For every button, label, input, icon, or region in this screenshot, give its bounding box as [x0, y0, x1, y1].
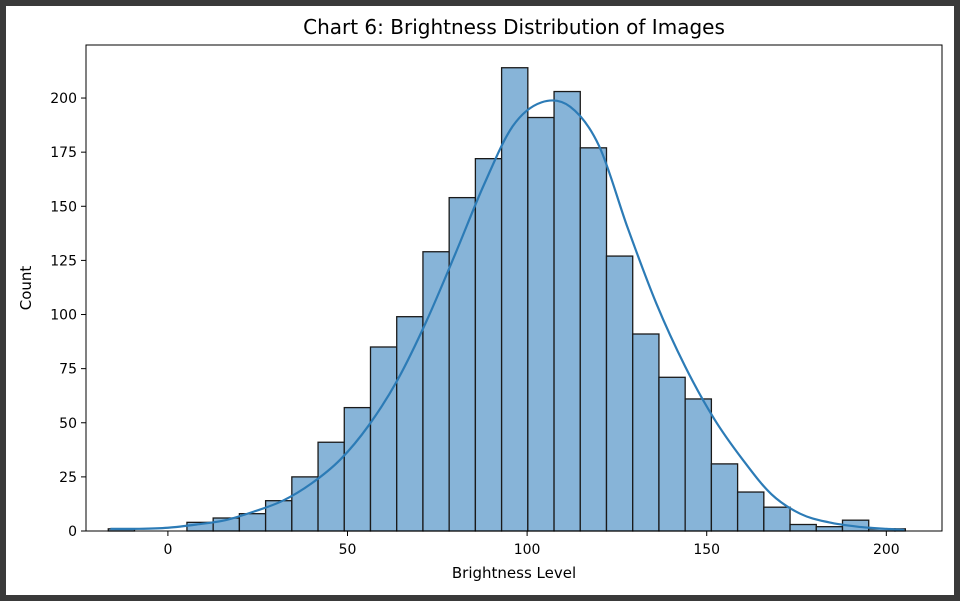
y-axis-ticks: 0 25 50 75 100 125 150 175 200: [50, 91, 86, 540]
y-tick-label: 0: [68, 524, 77, 540]
histogram-bar: [632, 333, 660, 532]
y-tick-label: 100: [50, 308, 77, 324]
x-tick-label: 0: [163, 542, 172, 558]
histogram-bar: [579, 147, 608, 532]
x-tick-label: 200: [873, 542, 900, 558]
histogram-bar: [763, 506, 791, 532]
histogram-bar: [527, 116, 555, 532]
kde-curve: [110, 99, 905, 532]
y-tick-label: 75: [59, 362, 77, 378]
histogram-bar: [238, 513, 267, 532]
histogram-bar: [396, 316, 424, 532]
histogram-bar: [710, 463, 739, 532]
y-axis-label: Count: [17, 266, 35, 311]
histogram-bar: [317, 441, 345, 532]
histogram-bar: [658, 376, 686, 532]
x-tick-label: 50: [339, 542, 357, 558]
histogram-bar: [474, 158, 503, 532]
y-tick-label: 125: [50, 253, 77, 269]
histogram-bar: [343, 406, 372, 532]
y-tick-label: 150: [50, 199, 77, 215]
x-axis-ticks: 0 50 100 150 200: [163, 531, 900, 558]
histogram-bar: [448, 196, 477, 532]
y-tick-label: 25: [59, 470, 77, 486]
y-tick-label: 175: [50, 145, 77, 161]
histogram-bar: [736, 491, 765, 532]
chart-title: Chart 6: Brightness Distribution of Imag…: [303, 15, 725, 39]
y-tick-label: 50: [59, 416, 77, 432]
x-tick-label: 100: [514, 542, 541, 558]
histogram-bar: [553, 90, 581, 532]
histogram-bar: [789, 523, 817, 532]
x-tick-label: 150: [693, 542, 720, 558]
histogram-bar: [815, 526, 844, 532]
kde-layer: [110, 99, 905, 532]
plot-area-border: [85, 44, 943, 532]
histogram-bar: [291, 476, 319, 532]
histogram-bar: [369, 346, 398, 532]
histogram-bar: [605, 255, 634, 532]
x-axis-label: Brightness Level: [452, 564, 576, 582]
histogram-bar: [422, 251, 450, 532]
histogram-bar: [684, 398, 713, 532]
y-tick-label: 200: [50, 91, 77, 107]
